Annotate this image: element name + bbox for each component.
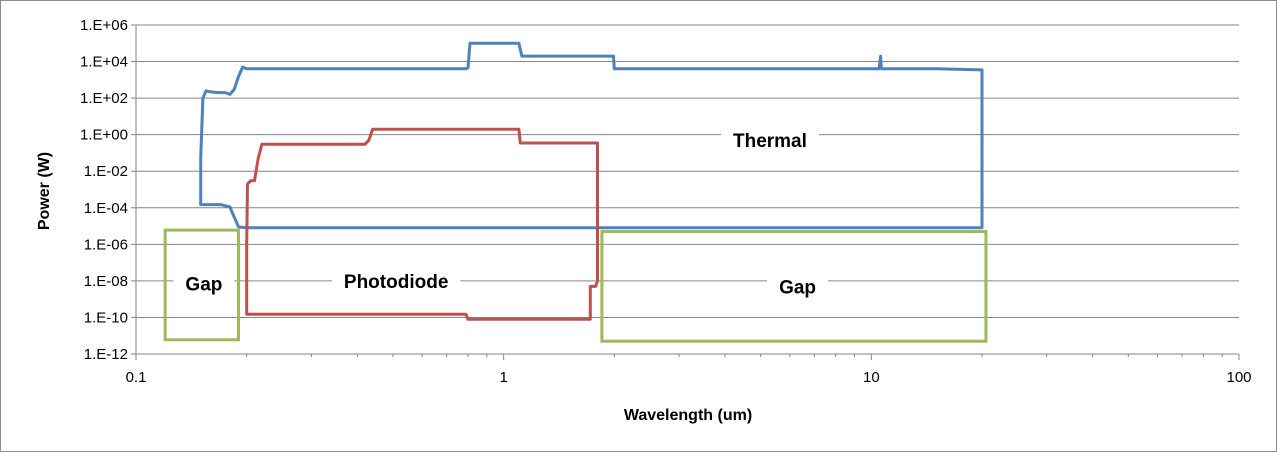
- axes: 1.E-12 1.E-10 1.E-08 1.E-06 1.E-04 1.E-02 1.E+…: [80, 17, 1251, 386]
- annotation-background: [331, 267, 461, 294]
- annotation-label: Thermal: [733, 131, 807, 152]
- annotation-background: [767, 273, 829, 300]
- annotation-label: Photodiode: [344, 272, 448, 293]
- y-tick-label: 1.E+02: [80, 90, 128, 107]
- gap-region-1: [163, 228, 240, 342]
- y-axis-title: Power (W): [36, 152, 53, 230]
- y-tick-label: 1.E-02: [84, 163, 128, 180]
- x-tick-label: 100: [1226, 369, 1251, 386]
- x-tick-label: 1: [499, 369, 507, 386]
- y-tick-label: 1.E-08: [84, 273, 128, 290]
- y-tick-label: 1.E-06: [84, 236, 128, 253]
- x-tick-label: 0.1: [126, 369, 147, 386]
- gridlines: [136, 24, 1239, 318]
- y-tick-label: 1.E+00: [80, 127, 128, 144]
- y-tick-label: 1.E+06: [80, 17, 128, 34]
- annotation-background: [173, 270, 235, 297]
- x-tick-label: 10: [863, 369, 880, 386]
- series-line-2: [245, 127, 599, 321]
- series-group: [199, 41, 984, 321]
- series-line-1: [199, 41, 984, 230]
- y-tick-label: 1.E+04: [80, 54, 128, 71]
- y-tick-label: 1.E-10: [84, 309, 128, 326]
- x-axis-title: Wavelength (um): [624, 407, 752, 424]
- y-tick-label: 1.E-12: [84, 346, 128, 363]
- annotation-label: Gap: [779, 277, 816, 298]
- y-tick-label: 1.E-04: [84, 200, 128, 217]
- gap-regions: [163, 228, 988, 343]
- annotation-background: [720, 127, 819, 154]
- annotation-label: Gap: [185, 275, 222, 296]
- gap-region-2: [600, 230, 988, 343]
- annotations: Thermal Gap Photodiode Gap: [173, 127, 829, 300]
